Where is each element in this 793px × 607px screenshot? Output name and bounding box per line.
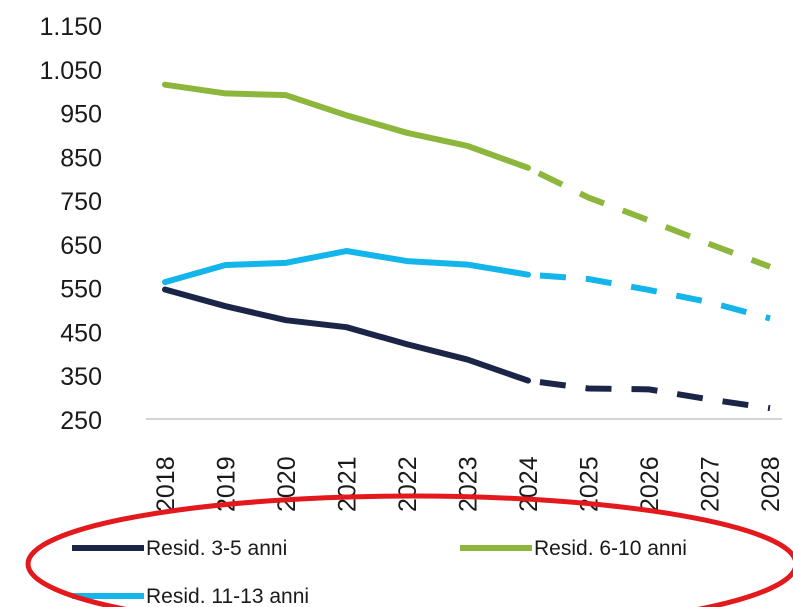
y-tick-label: 850 <box>60 144 102 172</box>
x-tick-label: 2026 <box>636 456 664 512</box>
y-tick-label: 550 <box>60 276 102 304</box>
legend: Resid. 3-5 anni Resid. 6-10 anni Resid. 11… <box>72 537 687 607</box>
x-tick-label: 2022 <box>394 456 422 512</box>
series-line-projection-0 <box>527 377 771 412</box>
series-line-actual-0 <box>162 286 531 384</box>
series-line-projection-1 <box>526 165 772 270</box>
legend-label: Resid. 6-10 anni <box>534 537 687 560</box>
highlight-ellipse <box>25 493 793 607</box>
x-tick-label: 2023 <box>455 456 483 512</box>
x-tick-label: 2024 <box>515 456 543 512</box>
y-tick-label: 1.050 <box>39 57 102 85</box>
series-line-projection-2 <box>527 271 771 322</box>
y-tick-label: 1.150 <box>39 13 102 41</box>
y-tick-label: 750 <box>60 188 102 216</box>
y-tick-label: 250 <box>60 407 102 435</box>
y-tick-label: 350 <box>60 363 102 391</box>
y-tick-label: 450 <box>60 319 102 347</box>
series-line-actual-1 <box>162 81 531 171</box>
series-lines <box>162 81 772 412</box>
y-tick-label: 950 <box>60 101 102 129</box>
y-axis-ticks: 1.150 1.050 950 850 750 650 550 450 350 250 <box>39 13 102 435</box>
y-tick-label: 650 <box>60 232 102 260</box>
x-tick-label: 2028 <box>757 456 785 512</box>
legend-label: Resid. 11-13 anni <box>146 585 309 607</box>
x-tick-label: 2018 <box>152 456 180 512</box>
x-tick-label: 2020 <box>273 456 301 512</box>
series-line-actual-2 <box>162 248 531 286</box>
x-tick-label: 2021 <box>334 456 362 512</box>
x-tick-label: 2027 <box>697 456 725 512</box>
legend-label: Resid. 3-5 anni <box>146 537 287 560</box>
